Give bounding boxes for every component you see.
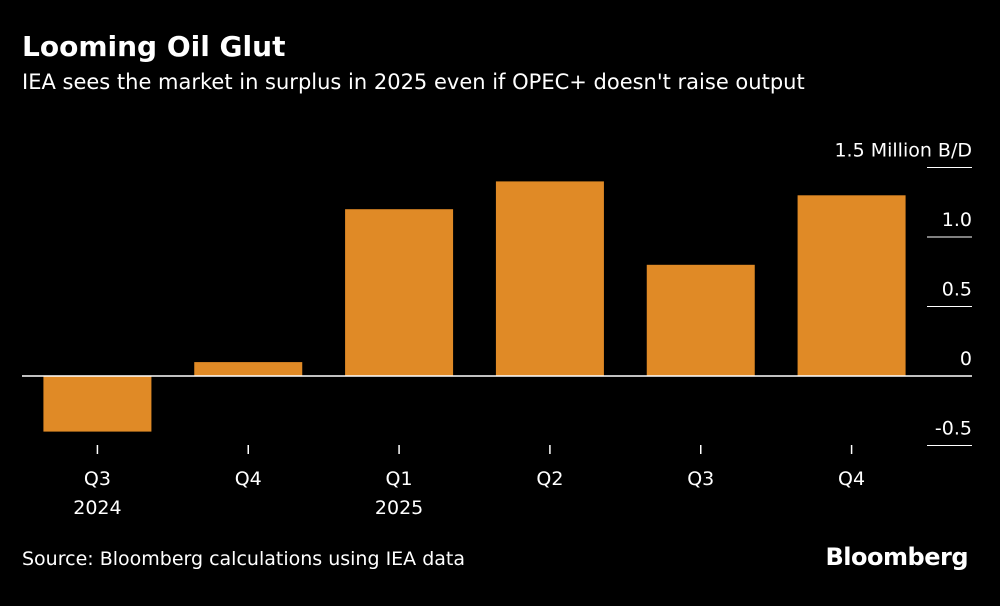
chart-title: Looming Oil Glut [22, 30, 286, 63]
x-tick-label: Q1 [386, 468, 413, 490]
x-year-label: 2024 [73, 497, 121, 519]
bar [495, 181, 604, 376]
y-tick-label: -0.5 [935, 418, 972, 440]
source-note: Source: Bloomberg calculations using IEA… [22, 548, 466, 570]
y-tick-label: 1.0 [942, 209, 972, 231]
bar [43, 376, 152, 432]
x-tick-label: Q4 [838, 468, 865, 490]
bar [194, 362, 303, 376]
x-tick-label: Q2 [536, 468, 563, 490]
y-tick-label: 0.5 [942, 279, 972, 301]
x-tick-label: Q3 [84, 468, 111, 490]
x-tick-label: Q4 [235, 468, 262, 490]
y-tick-label: 1.5 Million B/D [834, 140, 972, 162]
chart-subtitle: IEA sees the market in surplus in 2025 e… [22, 70, 805, 94]
y-tick-label: 0 [960, 348, 972, 370]
bloomberg-logo: Bloomberg [825, 543, 969, 571]
x-year-label: 2025 [375, 497, 423, 519]
bar [646, 264, 755, 376]
bar [797, 195, 906, 376]
bar [345, 209, 454, 376]
x-tick-label: Q3 [687, 468, 714, 490]
